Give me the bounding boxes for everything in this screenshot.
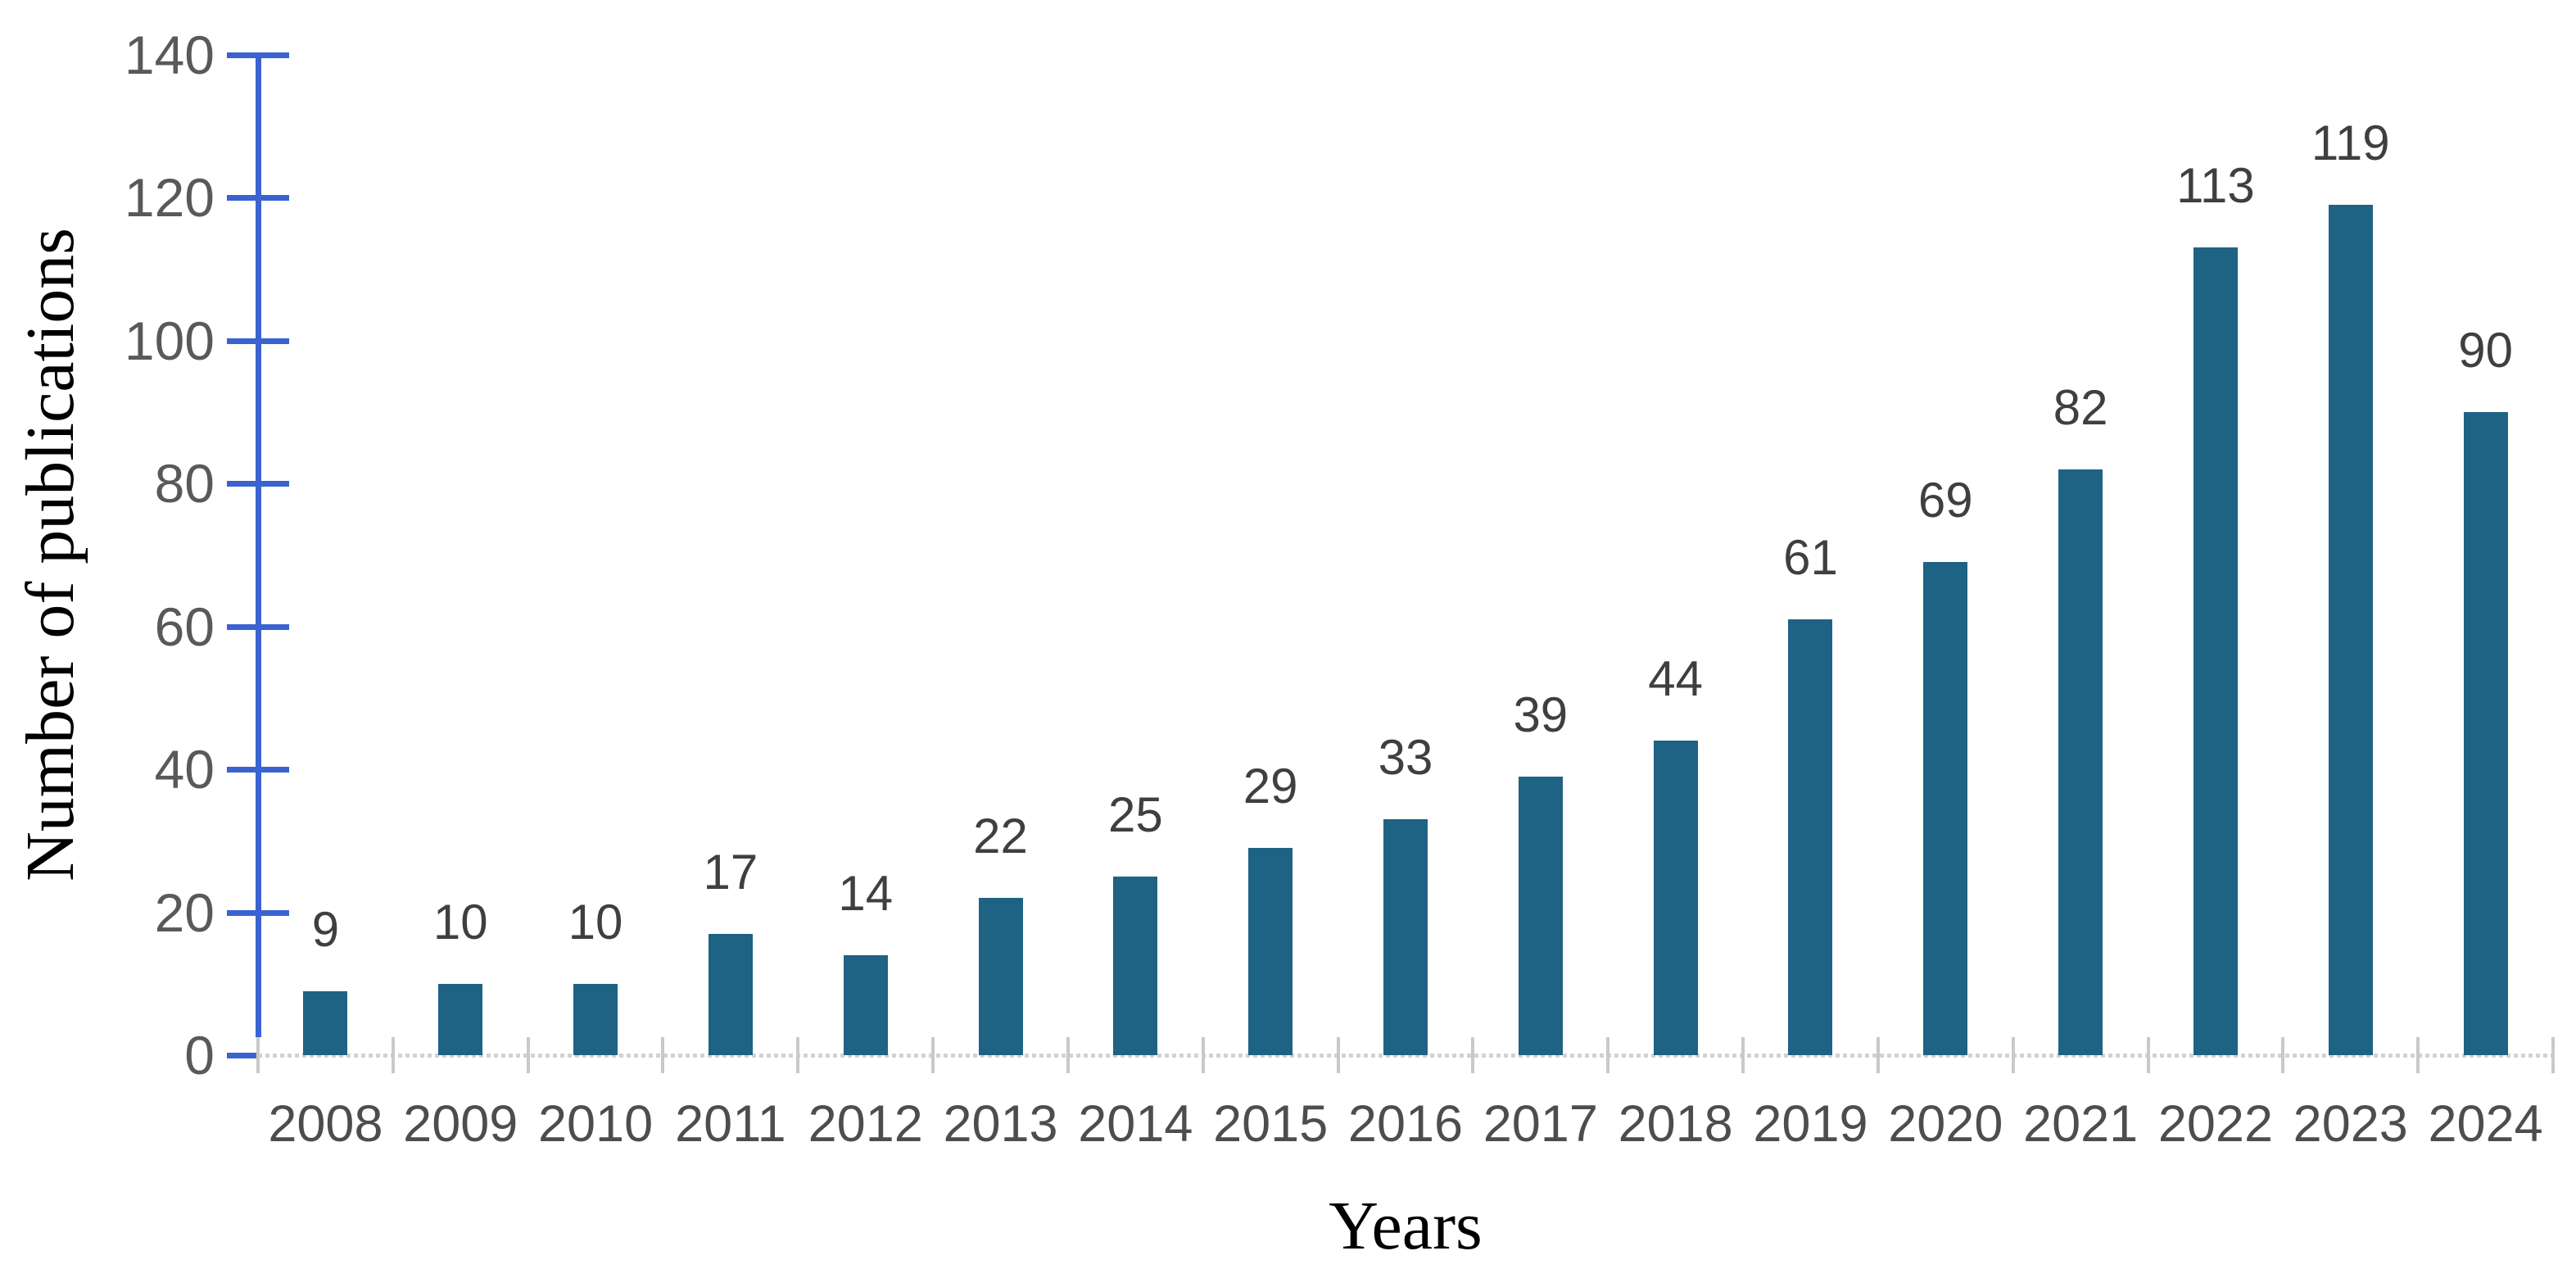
bar xyxy=(978,898,1023,1055)
bar xyxy=(1653,741,1698,1055)
bar-value-label: 17 xyxy=(703,844,758,900)
bar-value-label: 82 xyxy=(2053,379,2108,435)
x-axis-category-label: 2023 xyxy=(2293,1095,2408,1153)
x-axis-category-label: 2013 xyxy=(943,1095,1058,1153)
bar xyxy=(708,933,753,1055)
bar-value-label: 25 xyxy=(1107,786,1163,842)
x-axis-category-label: 2012 xyxy=(808,1095,923,1153)
x-axis-boundary-tick xyxy=(1201,1037,1205,1073)
x-axis-boundary-tick xyxy=(796,1037,800,1073)
x-axis-boundary-tick xyxy=(2146,1037,2150,1073)
y-axis-tick-label: 40 xyxy=(154,739,215,800)
y-axis-line xyxy=(256,52,261,1037)
x-axis-category-label: 2020 xyxy=(1888,1095,2003,1153)
x-axis-boundary-tick xyxy=(391,1037,395,1073)
y-axis-tick-label: 140 xyxy=(124,25,215,85)
x-axis-line xyxy=(258,1054,2553,1058)
y-axis-tick-label: 0 xyxy=(184,1025,215,1085)
bar xyxy=(573,983,618,1055)
bar-value-label: 90 xyxy=(2458,323,2513,378)
x-axis-category-label: 2022 xyxy=(2157,1095,2274,1153)
bar-value-label: 44 xyxy=(1648,651,1704,707)
bar-value-label: 33 xyxy=(1378,730,1433,786)
y-axis-tick xyxy=(227,338,289,344)
x-axis-category-label: 2024 xyxy=(2428,1095,2543,1153)
bar xyxy=(1248,848,1293,1055)
x-axis-category-label: 2010 xyxy=(537,1095,654,1153)
x-axis-boundary-tick xyxy=(2416,1037,2420,1073)
bar-value-label: 39 xyxy=(1513,687,1569,742)
x-axis-category-label: 2016 xyxy=(1347,1095,1464,1153)
x-axis-category-label: 2008 xyxy=(268,1095,383,1153)
x-axis-boundary-tick xyxy=(256,1037,260,1073)
y-axis-tick-label: 20 xyxy=(154,881,215,943)
y-axis-tick-label: 80 xyxy=(154,453,215,514)
bar-value-label: 69 xyxy=(1917,473,1973,528)
y-axis-tick xyxy=(227,52,289,58)
bar xyxy=(1383,819,1428,1055)
x-axis-boundary-tick xyxy=(2281,1037,2285,1073)
bar-value-label: 29 xyxy=(1243,759,1298,814)
x-axis-category-label: 2011 xyxy=(675,1095,786,1153)
y-axis-tick xyxy=(227,623,289,630)
y-axis-tick-label: 100 xyxy=(124,310,215,371)
x-axis-boundary-tick xyxy=(1606,1037,1610,1073)
bar xyxy=(843,954,888,1055)
x-axis-boundary-tick xyxy=(931,1037,935,1073)
x-axis-category-label: 2009 xyxy=(403,1095,518,1153)
bar-value-label: 113 xyxy=(2176,158,2255,214)
x-axis-boundary-tick xyxy=(526,1037,530,1073)
x-axis-title: Years xyxy=(1329,1188,1483,1264)
y-axis-tick xyxy=(227,195,289,202)
x-axis-category-label: 2021 xyxy=(2023,1095,2139,1153)
bar-value-label: 9 xyxy=(311,901,340,957)
bar xyxy=(2193,247,2238,1055)
y-axis-tick-label: 60 xyxy=(154,596,215,657)
x-axis-category-label: 2017 xyxy=(1483,1095,1598,1153)
bar xyxy=(1518,776,1563,1055)
y-axis-tick xyxy=(227,767,289,773)
x-axis-boundary-tick xyxy=(1066,1037,1070,1073)
y-axis-title: Number of publications xyxy=(12,228,88,881)
y-axis-tick xyxy=(227,481,289,487)
bar-value-label: 10 xyxy=(432,894,488,949)
x-axis-boundary-tick xyxy=(661,1037,665,1073)
y-axis-tick xyxy=(227,1053,258,1058)
x-axis-boundary-tick xyxy=(2551,1037,2555,1073)
x-axis-boundary-tick xyxy=(1336,1037,1340,1073)
x-axis-category-label: 2019 xyxy=(1753,1095,1868,1153)
bar-value-label: 10 xyxy=(568,894,623,949)
x-axis-category-label: 2015 xyxy=(1213,1095,1329,1153)
bar-value-label: 119 xyxy=(2311,116,2390,171)
y-axis-tick-label: 120 xyxy=(124,167,215,229)
bar-value-label: 61 xyxy=(1783,530,1838,585)
bar xyxy=(2328,205,2373,1055)
x-axis-boundary-tick xyxy=(1471,1037,1475,1073)
bar xyxy=(2463,412,2508,1055)
bar xyxy=(438,983,483,1055)
x-axis-boundary-tick xyxy=(1876,1037,1880,1073)
bar xyxy=(2058,469,2103,1055)
bar xyxy=(1788,619,1833,1055)
x-axis-boundary-tick xyxy=(2011,1037,2015,1073)
x-axis-boundary-tick xyxy=(1741,1037,1745,1073)
bar xyxy=(1113,876,1158,1055)
bar-value-label: 22 xyxy=(973,809,1028,864)
y-axis-tick xyxy=(227,909,289,916)
x-axis-category-label: 2018 xyxy=(1618,1095,1733,1153)
bar-value-label: 14 xyxy=(838,865,894,921)
x-axis-category-label: 2014 xyxy=(1078,1095,1193,1153)
bar xyxy=(303,990,348,1055)
bar xyxy=(1923,562,1968,1055)
